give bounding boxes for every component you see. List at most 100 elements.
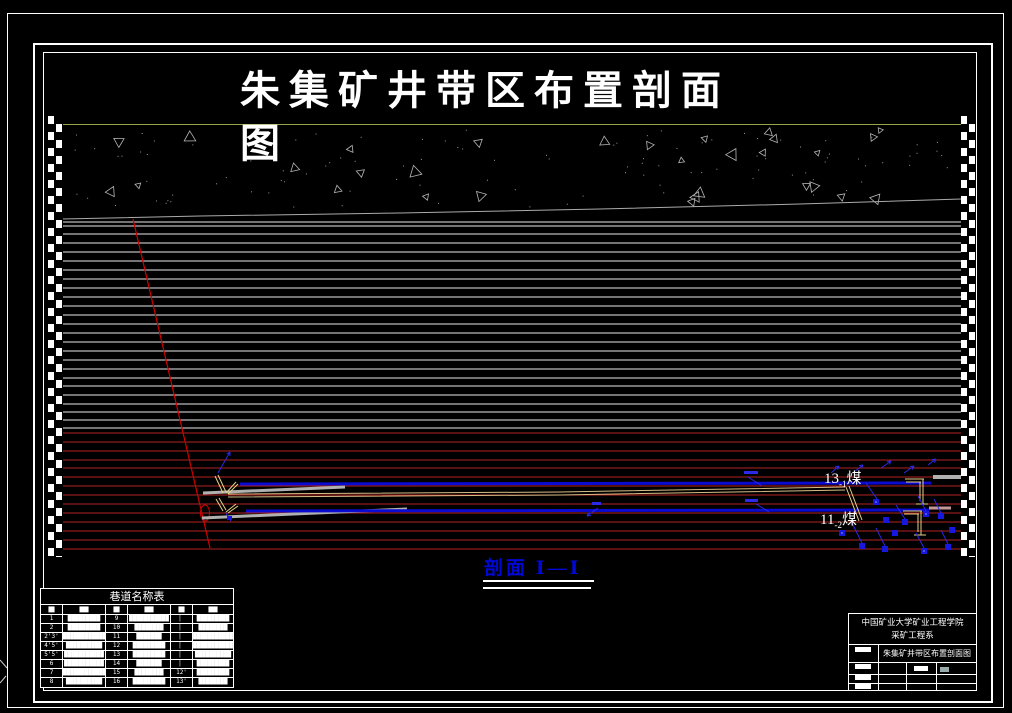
titleblock-divider bbox=[849, 662, 976, 663]
table-cell: ██ bbox=[171, 605, 193, 615]
table-row: 8 ██████████ 16 █████████ 13' ████████ bbox=[41, 678, 233, 687]
table-cell: ███████ bbox=[128, 633, 171, 642]
table-cell: ▏ bbox=[171, 660, 193, 669]
table-row: 2 █████████ 10 ████████ ▏ ████████ bbox=[41, 624, 233, 633]
ucs-mark bbox=[0, 659, 8, 684]
seam-number: 13 bbox=[824, 471, 839, 487]
alluvium-triangle-symbol bbox=[345, 144, 354, 154]
blue-annotations bbox=[217, 451, 949, 549]
table-cell: 11 bbox=[106, 633, 128, 642]
page-title-line1: 朱集矿井带区布置剖面 bbox=[240, 68, 730, 113]
right-borehole-column bbox=[961, 116, 976, 557]
table-cell: 5'5' bbox=[41, 651, 63, 660]
section-underline bbox=[483, 580, 594, 582]
borehole-pattern bbox=[969, 116, 975, 557]
table-cell: ████████ bbox=[193, 624, 233, 633]
table-cell: ███ bbox=[193, 605, 233, 615]
table-row: 7 ████████████ 15 ████████ 12' █████████ bbox=[41, 669, 233, 678]
outer-frame bbox=[7, 13, 1004, 708]
table-cell: 16 bbox=[106, 678, 128, 687]
org-line1: 中国矿业大学矿业工程学院 bbox=[861, 617, 964, 627]
table-row: 4'5' ██████████ 12 █████████ ▏ ███████████ bbox=[41, 642, 233, 651]
section-label-prefix: 剖面 bbox=[484, 558, 529, 579]
table-cell: ▏ bbox=[171, 615, 193, 624]
roadway-table-body: ██ ███ ██ ███ ██ ███ 1 █████████ 9 ███████████ ▏ ██… bbox=[41, 605, 233, 687]
alluvium-triangle-symbol bbox=[758, 148, 766, 157]
table-cell: 9 bbox=[106, 615, 128, 624]
alluvium-triangle-symbol bbox=[409, 164, 423, 178]
table-cell: █████████ bbox=[128, 642, 171, 651]
titleblock-field-text bbox=[855, 684, 871, 689]
table-cell: █████████ bbox=[128, 651, 171, 660]
table-cell: ████████ bbox=[128, 669, 171, 678]
section-label-numerals: Ⅰ—Ⅰ bbox=[535, 558, 582, 579]
titleblock-field-text bbox=[855, 647, 871, 652]
equipment-square bbox=[938, 513, 944, 519]
table-cell: ████████████ bbox=[63, 669, 106, 678]
table-cell: 12' bbox=[171, 669, 193, 678]
seam-word: 煤 bbox=[841, 512, 857, 528]
alluvium-triangle-symbol bbox=[763, 127, 773, 137]
alluvium-triangle-symbol bbox=[724, 147, 737, 162]
alluvium-triangle-symbol bbox=[813, 149, 821, 157]
table-cell: ███████████ bbox=[63, 660, 106, 669]
table-cell: ██ bbox=[106, 605, 128, 615]
table-cell: ▏ bbox=[171, 624, 193, 633]
seam-floor-lines bbox=[227, 486, 846, 498]
titleblock-field-text bbox=[940, 667, 949, 672]
table-cell: ███████ bbox=[128, 660, 171, 669]
page-title: 朱集矿井带区布置剖面图 bbox=[240, 64, 730, 170]
equipment-square bbox=[892, 530, 898, 536]
alluvium-triangle-symbol bbox=[472, 138, 483, 149]
roadway-table-title: 巷道名称表 bbox=[41, 589, 233, 605]
equipment-square bbox=[902, 519, 908, 525]
inner-border-frame bbox=[43, 52, 977, 691]
white-strata-lines bbox=[62, 221, 961, 429]
table-cell: ████████ bbox=[128, 624, 171, 633]
alluvium-triangle-symbol bbox=[700, 135, 709, 144]
table-cell: ████████████ bbox=[63, 633, 106, 642]
seam-word: 煤 bbox=[846, 471, 862, 487]
table-cell: 7 bbox=[41, 669, 63, 678]
table-row: 1 █████████ 9 ███████████ ▏ █████████ bbox=[41, 615, 233, 624]
table-cell: ███████████ bbox=[63, 651, 106, 660]
alluvium-triangle-symbol bbox=[113, 137, 125, 149]
page-title-line2: 图 bbox=[240, 121, 289, 166]
organization-name: 中国矿业大学矿业工程学院 采矿工程系 bbox=[849, 616, 976, 642]
equipment-square bbox=[949, 527, 955, 533]
table-row: 5'5' ███████████ 13 █████████ ▏ ██████████ bbox=[41, 651, 233, 660]
table-cell: 10 bbox=[106, 624, 128, 633]
table-row: 6 ███████████ 14 ███████ ▏ █████████ bbox=[41, 660, 233, 669]
seam-subscript: -2 bbox=[834, 520, 842, 530]
table-cell: ███████████ bbox=[128, 615, 171, 624]
seam-subscript: -1 bbox=[839, 479, 847, 489]
org-line2: 采矿工程系 bbox=[891, 630, 934, 640]
table-cell: ▏ bbox=[171, 642, 193, 651]
titleblock-drawing-title: 朱集矿井带区布置剖面图 bbox=[883, 649, 971, 658]
section-underline bbox=[483, 587, 591, 589]
table-cell: ██████████ bbox=[63, 678, 106, 687]
borehole-pattern bbox=[961, 116, 967, 557]
main-border-frame bbox=[33, 43, 993, 703]
table-cell: 4'5' bbox=[41, 642, 63, 651]
seam-11-2-label: 11-2煤 bbox=[820, 508, 857, 530]
table-cell: 15 bbox=[106, 669, 128, 678]
alluvium-triangle-symbol bbox=[421, 193, 430, 201]
table-cell: 2'3' bbox=[41, 633, 63, 642]
table-row: 2'3' ████████████ 11 ███████ ▏ ███████████ bbox=[41, 633, 233, 642]
table-cell: ███████████ bbox=[193, 633, 233, 642]
alluvium-triangle-symbol bbox=[355, 169, 366, 179]
table-cell: ████████ bbox=[198, 678, 228, 685]
equipment-square bbox=[859, 543, 865, 549]
table-cell: ▏ bbox=[171, 633, 193, 642]
alluvium-triangle-symbol bbox=[475, 190, 488, 203]
bedrock-surface-line bbox=[61, 198, 962, 220]
table-cell: 13' bbox=[171, 678, 193, 687]
titleblock-divider bbox=[878, 644, 879, 690]
seam-number: 11 bbox=[820, 512, 835, 528]
alluvium-triangle-symbol bbox=[686, 197, 696, 207]
alluvium-triangle-symbol bbox=[877, 127, 885, 135]
red-strata-lines bbox=[62, 432, 961, 550]
table-cell: 12 bbox=[106, 642, 128, 651]
